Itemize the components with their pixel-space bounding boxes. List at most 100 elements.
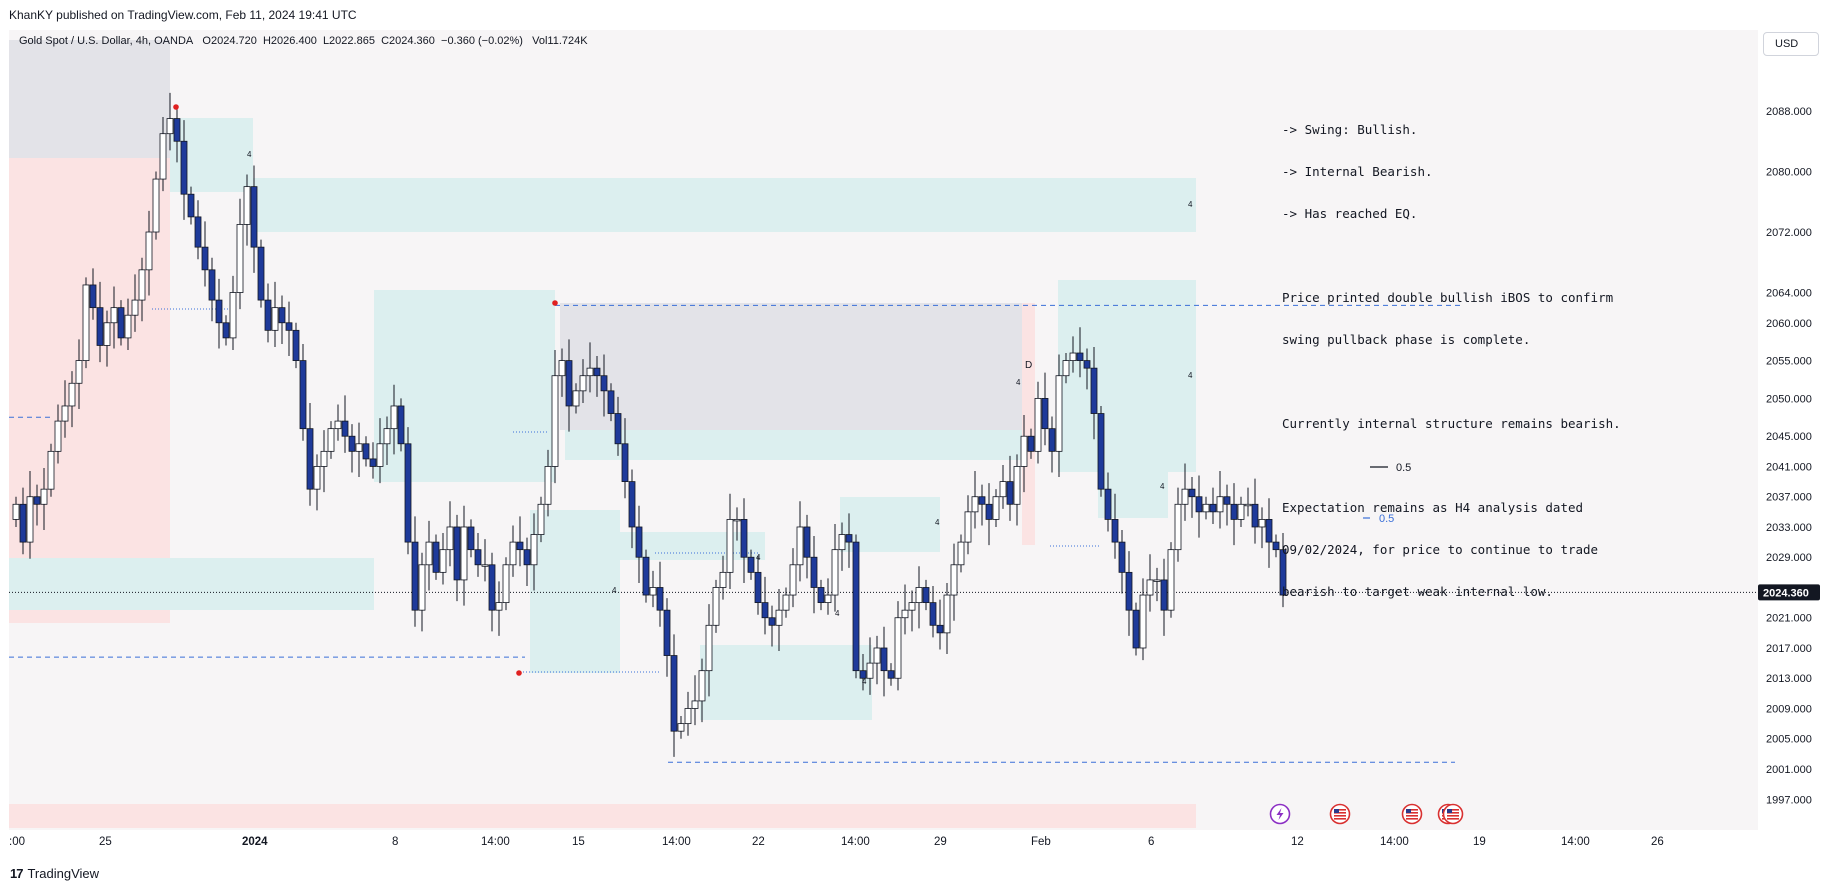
price-tick: 2088.000	[1766, 106, 1812, 118]
bull-candle-body	[705, 624, 713, 672]
flag-stripe	[1447, 812, 1459, 814]
candle	[1216, 471, 1224, 529]
candle	[390, 384, 398, 455]
candle	[418, 552, 426, 632]
symbol-name: Gold Spot / U.S. Dollar, 4h, OANDA	[19, 35, 194, 47]
bear-candle-body	[1265, 519, 1273, 543]
candle	[159, 117, 167, 192]
bear-candle-body	[411, 541, 419, 611]
candle	[278, 295, 286, 344]
bear-candle-body	[1272, 541, 1280, 551]
time-tick: 14:00	[841, 836, 870, 848]
zones-layer	[9, 40, 1196, 828]
price-tick: 2033.000	[1766, 522, 1812, 534]
bear-candle-body	[33, 496, 41, 505]
time-tick: 14:00	[1561, 836, 1590, 848]
candle	[901, 584, 909, 635]
structure-mark: 4	[835, 609, 840, 618]
currency-button[interactable]: USD	[1763, 32, 1819, 56]
candle	[894, 601, 902, 691]
candle	[1083, 348, 1091, 390]
flag-stripe	[1406, 809, 1418, 811]
candle	[586, 342, 594, 393]
bear-candle-body	[1006, 481, 1014, 505]
candle	[558, 348, 566, 397]
note-line: swing pullback phase is complete.	[1282, 332, 1531, 347]
candle	[551, 349, 559, 484]
bull-candle-body	[460, 526, 468, 581]
bear-candle-body	[299, 360, 307, 430]
price-tick: 2055.000	[1766, 356, 1812, 368]
swing-point-marker	[552, 300, 558, 306]
flag-stripe	[1334, 809, 1346, 811]
candle	[82, 277, 90, 369]
note-line	[1282, 459, 1621, 473]
bull-candle-body	[586, 367, 594, 377]
candle	[19, 487, 27, 555]
candle	[740, 498, 748, 583]
bull-candle-body	[733, 519, 741, 522]
tradingview-mark-icon: 17	[10, 866, 24, 881]
bull-candle-body	[152, 178, 160, 233]
flag-stripe	[1406, 818, 1418, 820]
candle	[796, 501, 804, 582]
published-line: KhanKY published on TradingView.com, Feb…	[9, 8, 357, 22]
candle	[943, 582, 951, 655]
candle	[103, 310, 111, 367]
bull-candle-body	[1237, 503, 1245, 520]
structure-mark: 4	[935, 518, 940, 527]
candle	[369, 442, 377, 479]
candle	[775, 588, 783, 652]
bull-candle-body	[75, 360, 83, 384]
us-flag-icon	[1401, 803, 1423, 825]
bull-candle-body	[537, 503, 545, 535]
candle	[481, 539, 489, 582]
bull-candle-body	[530, 534, 538, 566]
bull-candle-body	[376, 443, 384, 467]
candle	[397, 398, 405, 452]
candle	[194, 200, 202, 260]
price-tick: 2045.000	[1766, 431, 1812, 443]
candle	[677, 716, 685, 739]
bull-candle-body	[796, 526, 804, 566]
tradingview-logo[interactable]: 17 TradingView	[10, 866, 99, 881]
note-line: -> Swing: Bullish.	[1282, 122, 1418, 137]
candle	[1244, 487, 1252, 517]
bear-candle-body	[600, 375, 608, 392]
candle	[173, 106, 181, 163]
candle	[1090, 346, 1098, 440]
flag-stripe	[1447, 815, 1459, 817]
time-tick: 22	[752, 836, 765, 848]
structure-mark: 4	[1188, 371, 1193, 380]
candle	[1167, 542, 1175, 618]
candle	[985, 483, 993, 546]
time-tick: 29	[934, 836, 947, 848]
price-tick: 2009.000	[1766, 703, 1812, 715]
candle	[1160, 558, 1168, 636]
bull-candle-body	[1146, 579, 1154, 596]
low-value: L2022.865	[322, 35, 375, 47]
dividend-label: D	[1025, 360, 1032, 371]
bull-candle-body	[159, 133, 167, 180]
flag-stripe	[1334, 815, 1346, 817]
candle	[530, 513, 538, 591]
bull-candle-body	[1216, 496, 1224, 513]
flag-icon-ring	[1329, 803, 1351, 825]
candle	[229, 275, 237, 350]
candle	[803, 514, 811, 579]
bear-candle-body	[257, 246, 265, 301]
price-tick: 2072.000	[1766, 227, 1812, 239]
candle	[1265, 498, 1273, 568]
structure-mark: 4	[862, 677, 867, 686]
note-line	[1282, 375, 1621, 389]
bear-candle-body	[306, 428, 314, 490]
candle	[1174, 487, 1182, 562]
flag-stripe	[1447, 818, 1459, 820]
candle	[964, 495, 972, 555]
time-tick: 14:00	[481, 836, 510, 848]
bull-candle-body	[271, 307, 279, 331]
candle	[516, 516, 524, 567]
candle	[1006, 455, 1014, 521]
bear-candle-body	[117, 307, 125, 339]
